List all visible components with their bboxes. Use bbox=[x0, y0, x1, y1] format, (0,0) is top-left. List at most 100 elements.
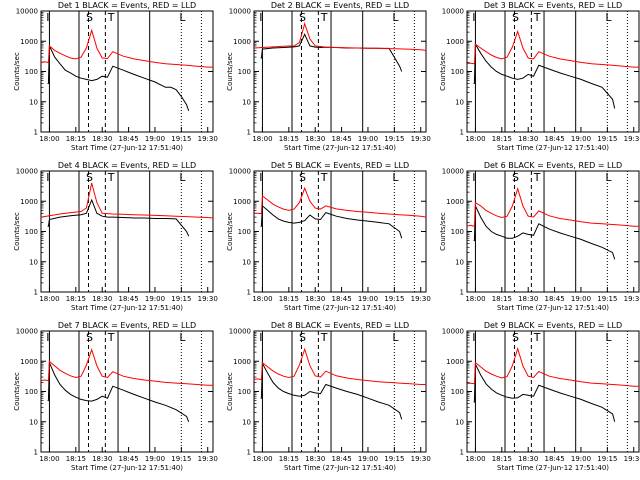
y-tick-label: 10000 bbox=[16, 328, 38, 336]
marker-t: T bbox=[533, 171, 541, 184]
y-tick-label: 1 bbox=[460, 289, 464, 297]
panel-title: Det 8 BLACK = Events, RED = LLD bbox=[271, 321, 409, 330]
marker-i: I bbox=[259, 331, 262, 344]
y-axis-label: Counts/sec bbox=[439, 52, 447, 91]
x-tick-label: 18:00 bbox=[252, 455, 272, 463]
y-tick-label: 10000 bbox=[16, 8, 38, 16]
x-tick-label: 18:45 bbox=[331, 135, 351, 143]
marker-s: S bbox=[86, 11, 93, 24]
y-tick-label: 10000 bbox=[442, 8, 464, 16]
y-tick-label: 1000 bbox=[20, 38, 38, 46]
panel-title: Det 9 BLACK = Events, RED = LLD bbox=[484, 321, 622, 330]
marker-i: I bbox=[472, 171, 475, 184]
y-tick-label: 10000 bbox=[229, 168, 251, 176]
panel-title: Det 2 BLACK = Events, RED = LLD bbox=[271, 1, 409, 10]
y-tick-label: 1 bbox=[34, 289, 38, 297]
marker-l: L bbox=[179, 11, 186, 24]
plot-frame bbox=[253, 10, 427, 133]
marker-t: T bbox=[533, 11, 541, 24]
x-tick-label: 18:15 bbox=[66, 295, 86, 303]
panel-det-9: Det 9 BLACK = Events, RED = LLD I S T L 1 10 10… bbox=[439, 321, 640, 472]
y-tick-label: 10000 bbox=[229, 8, 251, 16]
x-tick-label: 19:15 bbox=[171, 455, 191, 463]
plot-frame bbox=[466, 330, 640, 453]
x-tick-label: 18:15 bbox=[492, 455, 512, 463]
x-tick-label: 19:30 bbox=[198, 455, 218, 463]
y-tick-label: 100 bbox=[451, 388, 464, 396]
y-tick-label: 1 bbox=[34, 449, 38, 457]
marker-t: T bbox=[107, 331, 115, 344]
x-axis-label: Start Time (27-Jun-12 17:51:40) bbox=[497, 304, 609, 312]
marker-i: I bbox=[259, 11, 262, 24]
plot-frame bbox=[40, 170, 214, 293]
y-tick-label: 10 bbox=[242, 418, 251, 426]
series-line-lld bbox=[40, 348, 213, 386]
x-axis-label: Start Time (27-Jun-12 17:51:40) bbox=[284, 144, 396, 152]
y-tick-label: 10 bbox=[455, 418, 464, 426]
x-tick-label: 18:30 bbox=[92, 455, 112, 463]
y-axis-label: Counts/sec bbox=[226, 212, 234, 251]
y-axis-label: Counts/sec bbox=[13, 212, 21, 251]
x-tick-label: 19:15 bbox=[384, 135, 404, 143]
y-tick-label: 10 bbox=[29, 98, 38, 106]
marker-t: T bbox=[320, 171, 328, 184]
x-axis-label: Start Time (27-Jun-12 17:51:40) bbox=[497, 464, 609, 472]
x-tick-label: 18:30 bbox=[305, 455, 325, 463]
x-tick-label: 19:15 bbox=[384, 455, 404, 463]
marker-i: I bbox=[472, 11, 475, 24]
x-tick-label: 18:45 bbox=[331, 455, 351, 463]
marker-s: S bbox=[299, 331, 306, 344]
y-tick-label: 1000 bbox=[446, 198, 464, 206]
marker-l: L bbox=[392, 331, 399, 344]
series-line-events bbox=[260, 361, 403, 420]
x-tick-label: 18:00 bbox=[39, 455, 59, 463]
y-tick-label: 100 bbox=[238, 228, 251, 236]
x-tick-label: 18:00 bbox=[465, 455, 485, 463]
y-tick-label: 10 bbox=[242, 98, 251, 106]
marker-s: S bbox=[299, 11, 306, 24]
x-tick-label: 19:15 bbox=[171, 295, 191, 303]
plot-frame bbox=[253, 170, 427, 293]
x-tick-label: 19:30 bbox=[411, 295, 431, 303]
marker-s: S bbox=[512, 11, 519, 24]
x-tick-label: 19:15 bbox=[384, 295, 404, 303]
plot-frame bbox=[466, 10, 640, 133]
y-tick-label: 100 bbox=[25, 388, 38, 396]
marker-l: L bbox=[605, 171, 612, 184]
y-tick-label: 10 bbox=[242, 258, 251, 266]
marker-s: S bbox=[512, 331, 519, 344]
marker-s: S bbox=[512, 171, 519, 184]
x-tick-label: 19:15 bbox=[597, 295, 617, 303]
x-tick-label: 19:00 bbox=[145, 455, 165, 463]
x-axis-label: Start Time (27-Jun-12 17:51:40) bbox=[284, 464, 396, 472]
y-tick-label: 1 bbox=[247, 129, 251, 137]
marker-t: T bbox=[320, 331, 328, 344]
y-tick-label: 10 bbox=[455, 258, 464, 266]
y-tick-label: 10000 bbox=[442, 168, 464, 176]
x-tick-label: 18:45 bbox=[544, 455, 564, 463]
panel-title: Det 6 BLACK = Events, RED = LLD bbox=[484, 161, 622, 170]
y-tick-label: 1 bbox=[460, 449, 464, 457]
y-tick-label: 1000 bbox=[233, 38, 251, 46]
x-tick-label: 19:30 bbox=[198, 295, 218, 303]
x-tick-label: 18:00 bbox=[39, 295, 59, 303]
y-tick-label: 1 bbox=[247, 449, 251, 457]
x-tick-label: 18:45 bbox=[544, 295, 564, 303]
y-tick-label: 10000 bbox=[229, 328, 251, 336]
panel-det-1: Det 1 BLACK = Events, RED = LLD I S T L 1 10 10… bbox=[13, 1, 218, 152]
marker-t: T bbox=[107, 11, 115, 24]
x-tick-label: 18:45 bbox=[118, 135, 138, 143]
y-tick-label: 1 bbox=[460, 129, 464, 137]
panel-title: Det 7 BLACK = Events, RED = LLD bbox=[58, 321, 196, 330]
series-line-events bbox=[47, 362, 190, 422]
y-tick-label: 100 bbox=[25, 68, 38, 76]
x-axis-label: Start Time (27-Jun-12 17:51:40) bbox=[284, 304, 396, 312]
x-tick-label: 18:30 bbox=[305, 135, 325, 143]
y-tick-label: 100 bbox=[25, 228, 38, 236]
x-tick-label: 18:15 bbox=[492, 295, 512, 303]
series-line-lld bbox=[466, 347, 639, 387]
x-tick-label: 19:30 bbox=[411, 455, 431, 463]
marker-l: L bbox=[392, 11, 399, 24]
marker-s: S bbox=[86, 331, 93, 344]
x-tick-label: 18:15 bbox=[279, 295, 299, 303]
